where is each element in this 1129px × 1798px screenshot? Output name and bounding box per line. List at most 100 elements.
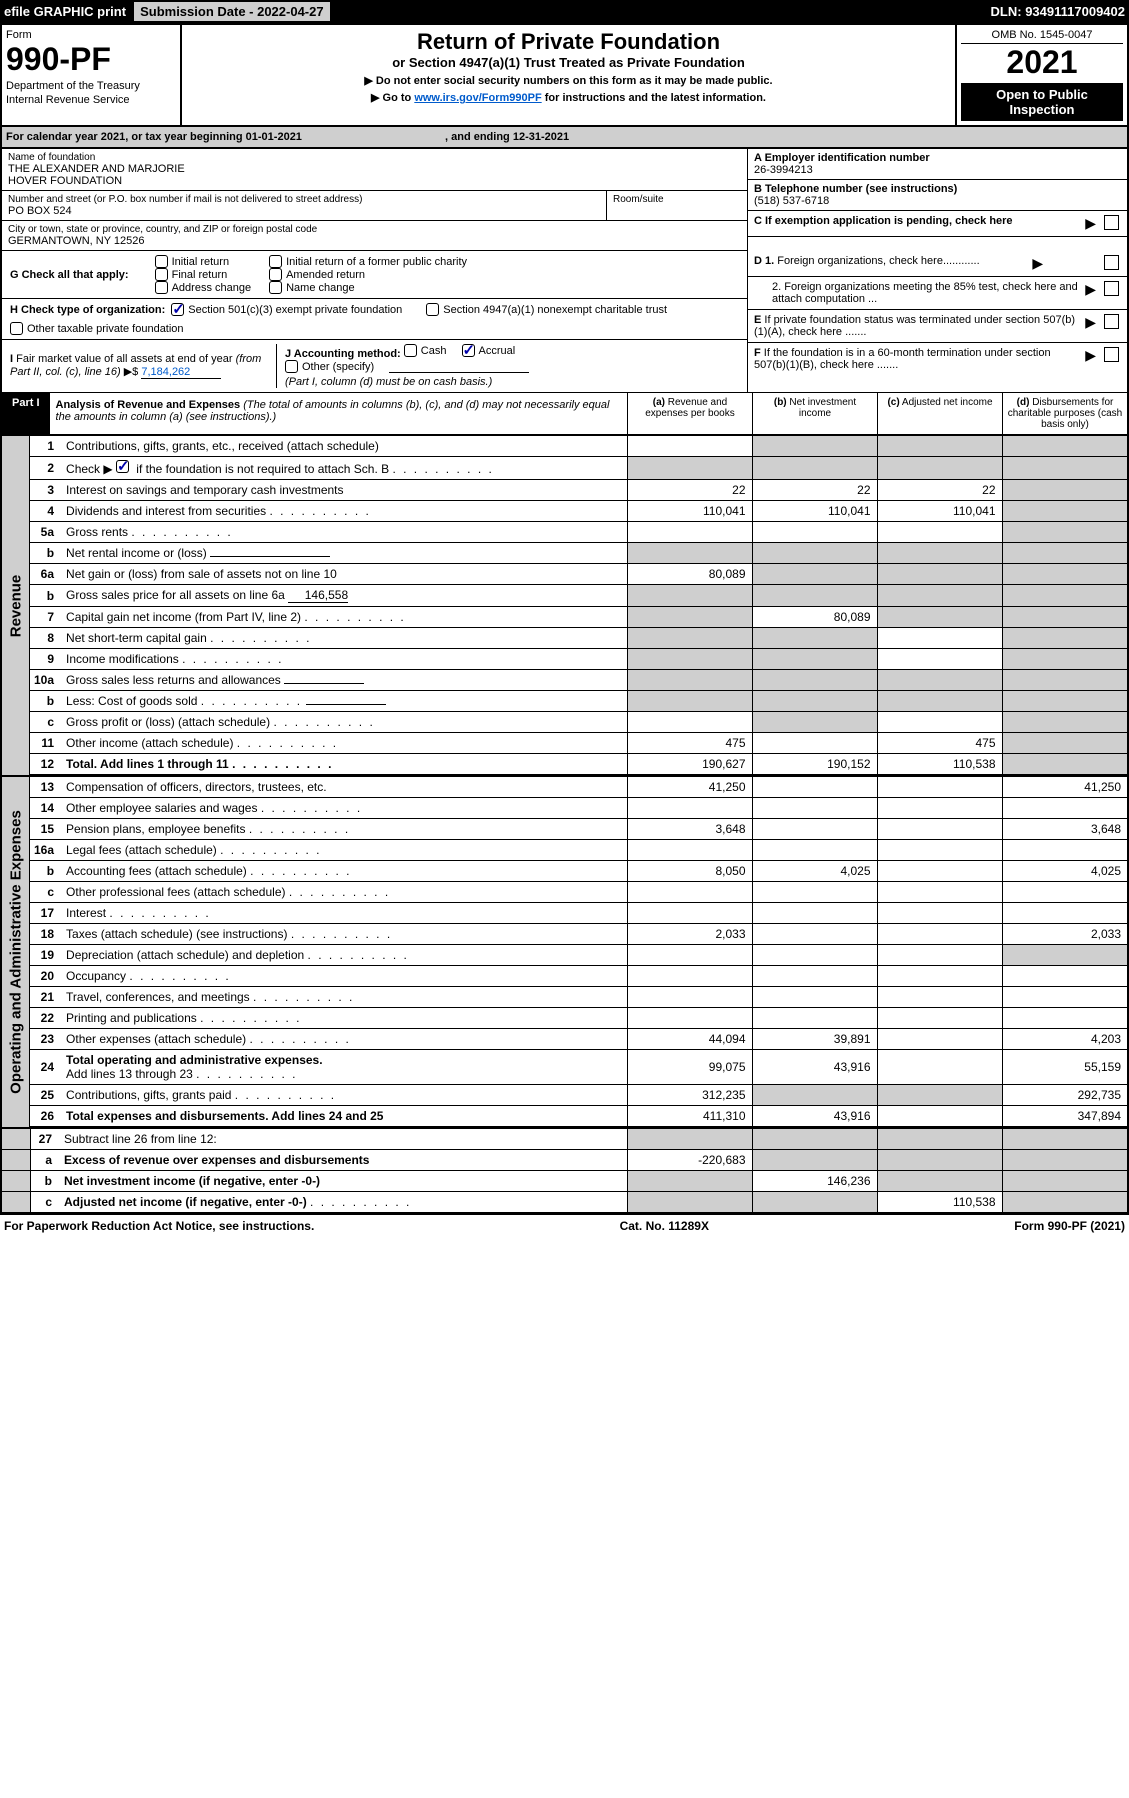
revenue-side-label: Revenue — [2, 436, 30, 775]
j-label: J Accounting method: — [285, 348, 401, 360]
h-row: H Check type of organization: Section 50… — [2, 299, 747, 340]
foundation-name-cell: Name of foundation THE ALEXANDER AND MAR… — [2, 149, 747, 191]
line-17: 17Interest — [30, 903, 1127, 924]
ssn-warning: ▶ Do not enter social security numbers o… — [190, 74, 947, 87]
col-d-head: (d) Disbursements for charitable purpose… — [1002, 393, 1127, 434]
d1-check: D 1. Foreign organizations, check here..… — [748, 251, 1127, 277]
d2-checkbox[interactable] — [1104, 281, 1119, 296]
dln: DLN: 93491117009402 — [991, 4, 1125, 19]
arrow-icon: ▶ — [1085, 314, 1096, 331]
line-5b: bNet rental income or (loss) — [30, 543, 1127, 564]
line-19: 19Depreciation (attach schedule) and dep… — [30, 945, 1127, 966]
e-checkbox[interactable] — [1104, 314, 1119, 329]
tax-year: 2021 — [961, 44, 1123, 81]
part1-badge: Part I — [2, 393, 50, 434]
line-12: 12Total. Add lines 1 through 11 190,6271… — [30, 754, 1127, 775]
col-c-head: (c) Adjusted net income — [877, 393, 1002, 434]
line-11: 11Other income (attach schedule) 475475 — [30, 733, 1127, 754]
ein-cell: A Employer identification number 26-3994… — [748, 149, 1127, 180]
link-instr: ▶ Go to www.irs.gov/Form990PF for instru… — [190, 91, 947, 104]
addr-value: PO BOX 524 — [8, 205, 600, 217]
h-other[interactable]: Other taxable private foundation — [10, 322, 184, 335]
city-value: GERMANTOWN, NY 12526 — [8, 235, 741, 247]
page-footer: For Paperwork Reduction Act Notice, see … — [0, 1215, 1129, 1237]
g-initial-former[interactable]: Initial return of a former public charit… — [269, 255, 467, 268]
c-label: C If exemption application is pending, c… — [754, 215, 1013, 227]
g-addr[interactable]: Address change — [155, 281, 252, 294]
line-6b: bGross sales price for all assets on lin… — [30, 585, 1127, 607]
room-label: Room/suite — [613, 194, 741, 205]
line-4: 4Dividends and interest from securities … — [30, 501, 1127, 522]
c-checkbox[interactable] — [1104, 215, 1119, 230]
top-bar: efile GRAPHIC print Submission Date - 20… — [0, 0, 1129, 23]
line27-table: 27Subtract line 26 from line 12: aExcess… — [2, 1129, 1127, 1213]
i-value: 7,184,262 — [141, 366, 221, 379]
line-27b: bNet investment income (if negative, ent… — [2, 1171, 1127, 1192]
d1-checkbox[interactable] — [1104, 255, 1119, 270]
g-label: G Check all that apply: — [10, 269, 129, 281]
col-b-head: (b) Net investment income — [752, 393, 877, 434]
irs: Internal Revenue Service — [6, 94, 176, 106]
f-check: F If the foundation is in a 60-month ter… — [748, 343, 1127, 375]
ein-value: 26-3994213 — [754, 164, 1121, 176]
info-left: Name of foundation THE ALEXANDER AND MAR… — [2, 149, 747, 251]
schb-checkbox[interactable] — [116, 460, 129, 473]
phone-value: (518) 537-6718 — [754, 195, 1121, 207]
g-row: G Check all that apply: Initial return F… — [2, 251, 747, 299]
h-4947[interactable]: Section 4947(a)(1) nonexempt charitable … — [426, 303, 667, 316]
j-other-input[interactable] — [389, 372, 529, 373]
line-1: 1Contributions, gifts, grants, etc., rec… — [30, 436, 1127, 457]
arrow-icon: ▶ — [1032, 255, 1043, 272]
cy-mid: , and ending — [445, 131, 513, 143]
line-8: 8Net short-term capital gain — [30, 628, 1127, 649]
entity-info: Name of foundation THE ALEXANDER AND MAR… — [2, 149, 1127, 251]
form-title: Return of Private Foundation — [190, 29, 947, 55]
j-note: (Part I, column (d) must be on cash basi… — [285, 376, 492, 388]
d1-label: D 1. Foreign organizations, check here..… — [754, 255, 980, 267]
part1-desc: Analysis of Revenue and Expenses (The to… — [50, 393, 627, 434]
ein-label: A Employer identification number — [754, 152, 1121, 164]
revenue-lines: 1Contributions, gifts, grants, etc., rec… — [30, 436, 1127, 775]
line-9: 9Income modifications — [30, 649, 1127, 670]
gross-sales-input[interactable]: 146,558 — [288, 588, 348, 603]
g-initial[interactable]: Initial return — [155, 255, 252, 268]
f-checkbox[interactable] — [1104, 347, 1119, 362]
line-7: 7Capital gain net income (from Part IV, … — [30, 607, 1127, 628]
line-27c: cAdjusted net income (if negative, enter… — [2, 1192, 1127, 1213]
line-18: 18Taxes (attach schedule) (see instructi… — [30, 924, 1127, 945]
c-check: C If exemption application is pending, c… — [748, 211, 1127, 237]
line-15: 15Pension plans, employee benefits 3,648… — [30, 819, 1127, 840]
form-subtitle: or Section 4947(a)(1) Trust Treated as P… — [190, 55, 947, 70]
arrow-icon: ▶ — [1085, 281, 1096, 298]
gross-sales-less-input[interactable] — [284, 683, 364, 684]
phone-cell: B Telephone number (see instructions) (5… — [748, 180, 1127, 211]
expenses-section: Operating and Administrative Expenses 13… — [2, 777, 1127, 1129]
line-26: 26Total expenses and disbursements. Add … — [30, 1106, 1127, 1127]
name1: THE ALEXANDER AND MARJORIE — [8, 163, 741, 175]
revenue-section: Revenue 1Contributions, gifts, grants, e… — [2, 436, 1127, 777]
line-10a: 10aGross sales less returns and allowanc… — [30, 670, 1127, 691]
h-501c3[interactable]: Section 501(c)(3) exempt private foundat… — [171, 303, 402, 316]
g-name[interactable]: Name change — [269, 281, 467, 294]
line-13: 13Compensation of officers, directors, t… — [30, 777, 1127, 798]
open-to-public: Open to Public Inspection — [961, 83, 1123, 121]
j-accrual[interactable]: Accrual — [462, 344, 516, 357]
cogs-input[interactable] — [306, 704, 386, 705]
j-block: J Accounting method: Cash Accrual Other … — [276, 344, 739, 388]
part1-title-wrap: Part I Analysis of Revenue and Expenses … — [2, 393, 627, 434]
cy-pre: For calendar year 2021, or tax year begi… — [6, 131, 246, 143]
j-other[interactable]: Other (specify) — [285, 360, 374, 373]
rental-input[interactable] — [210, 556, 330, 557]
line-20: 20Occupancy — [30, 966, 1127, 987]
g-final[interactable]: Final return — [155, 268, 252, 281]
col-a-head: (a) Revenue and expenses per books — [627, 393, 752, 434]
g-col1: Initial return Final return Address chan… — [155, 255, 264, 294]
line-14: 14Other employee salaries and wages — [30, 798, 1127, 819]
form-link[interactable]: www.irs.gov/Form990PF — [414, 92, 541, 104]
line-27a: aExcess of revenue over expenses and dis… — [2, 1150, 1127, 1171]
instr-post: for instructions and the latest informat… — [542, 92, 766, 104]
j-cash[interactable]: Cash — [404, 344, 447, 357]
i-text: Fair market value of all assets at end o… — [10, 353, 261, 378]
g-amended[interactable]: Amended return — [269, 268, 467, 281]
line-6a: 6aNet gain or (loss) from sale of assets… — [30, 564, 1127, 585]
